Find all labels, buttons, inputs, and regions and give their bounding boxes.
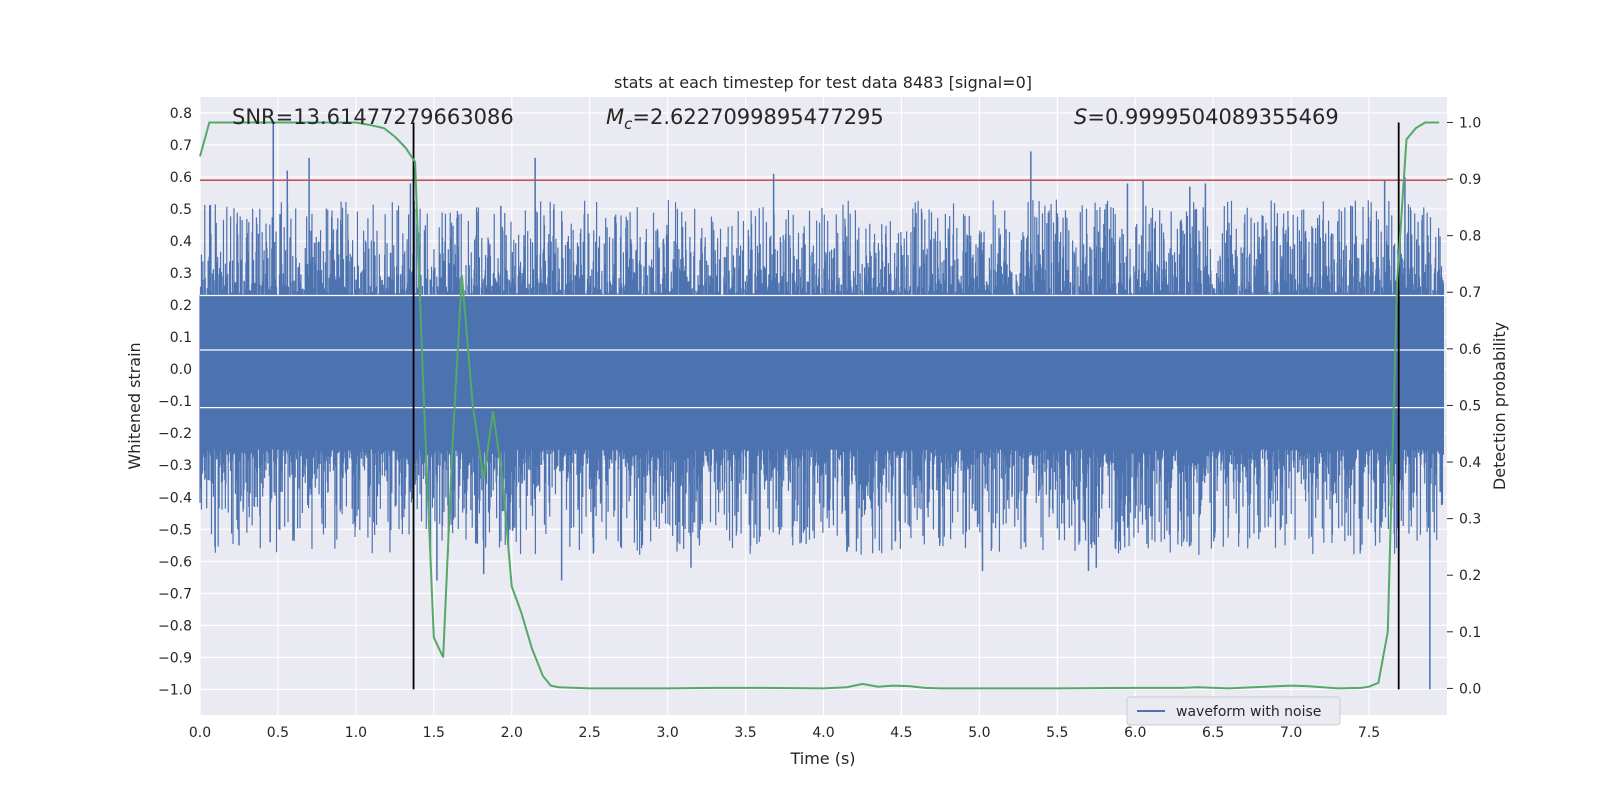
y-tick-label-right: 0.8 — [1459, 229, 1481, 245]
y-tick-label-left: −0.3 — [158, 458, 192, 474]
y-tick-label-left: −0.9 — [158, 650, 192, 666]
y-tick-label-left: −0.4 — [158, 490, 192, 506]
chirp-mass-symbol: M — [606, 105, 624, 129]
y-tick-label-right: 0.1 — [1459, 625, 1481, 641]
y-tick-label-right: 0.7 — [1459, 285, 1481, 301]
x-tick-label: 6.5 — [1202, 725, 1224, 741]
y-tick-label-right: 0.5 — [1459, 398, 1481, 414]
legend: waveform with noise — [1126, 696, 1341, 726]
y-tick-label-right: 0.2 — [1459, 568, 1481, 584]
chirp-mass-annotation: Mc=2.6227099895477295 — [606, 105, 884, 133]
y-tick-label-right: 0.9 — [1459, 172, 1481, 188]
y-tick-label-right: 0.0 — [1459, 681, 1481, 697]
chirp-mass-subscript: c — [624, 115, 633, 133]
y-tick-label-right: 0.4 — [1459, 455, 1481, 471]
x-tick-label: 4.0 — [812, 725, 834, 741]
x-tick-label: 7.5 — [1358, 725, 1380, 741]
x-tick-label: 5.5 — [1046, 725, 1068, 741]
legend-entry: waveform with noise — [1176, 704, 1321, 720]
x-tick-label: 2.0 — [501, 725, 523, 741]
probability-series — [199, 121, 1440, 690]
y-tick-label-left: −0.5 — [158, 522, 192, 538]
chart-title: stats at each timestep for test data 848… — [614, 73, 1032, 92]
x-tick-label: 0.0 — [189, 725, 211, 741]
y-tick-label-left: 0.3 — [170, 266, 192, 282]
y-tick-label-left: 0.1 — [170, 330, 192, 346]
x-tick-label: 3.5 — [734, 725, 756, 741]
vertical-markers — [412, 122, 1400, 690]
x-tick-label: 7.0 — [1280, 725, 1302, 741]
waveform-band — [200, 295, 1417, 450]
y-tick-label-left: 0.7 — [170, 138, 192, 154]
chirp-mass-value: =2.6227099895477295 — [632, 105, 883, 129]
x-tick-label: 0.5 — [267, 725, 289, 741]
y-tick-label-left: 0.5 — [170, 202, 192, 218]
y-tick-label-left: −0.2 — [158, 426, 192, 442]
x-tick-label: 1.0 — [345, 725, 367, 741]
y-tick-label-left: 0.8 — [170, 106, 192, 122]
y-axis-label-left: Whitened strain — [125, 342, 144, 469]
waveform-spikes — [200, 122, 1447, 690]
y-tick-label-right: 0.6 — [1459, 342, 1481, 358]
y-tick-label-left: 0.4 — [170, 234, 192, 250]
y-tick-label-left: −0.7 — [158, 586, 192, 602]
snr-annotation: SNR=13.61477279663086 — [232, 105, 514, 129]
score-value: =0.9999504089355469 — [1087, 105, 1338, 129]
y-tick-label-right: 1.0 — [1459, 115, 1481, 131]
y-tick-label-right: 0.3 — [1459, 512, 1481, 528]
y-axis-label-right: Detection probability — [1490, 322, 1509, 490]
score-symbol: S — [1074, 105, 1087, 129]
x-tick-label: 6.0 — [1124, 725, 1146, 741]
x-tick-label: 1.5 — [423, 725, 445, 741]
axis-ticks: 0.0 0.5 1.0 1.5 2.0 2.5 3.0 3.5 4.0 4.5 5.0 5.5 6.0 6… — [158, 106, 1481, 741]
x-axis-label: Time (s) — [789, 749, 855, 768]
y-tick-label-left: −0.1 — [158, 394, 192, 410]
legend-box — [1126, 696, 1341, 726]
x-tick-label: 2.5 — [579, 725, 601, 741]
y-tick-label-left: 0.6 — [170, 170, 192, 186]
y-tick-label-left: −0.8 — [158, 618, 192, 634]
x-tick-label: 5.0 — [968, 725, 990, 741]
y-tick-label-left: −0.6 — [158, 554, 192, 570]
y-tick-label-left: −1.0 — [158, 682, 192, 698]
y-tick-label-left: 0.2 — [170, 298, 192, 314]
y-tick-label-left: 0.0 — [170, 362, 192, 378]
x-tick-label: 3.0 — [656, 725, 678, 741]
score-annotation: S=0.9999504089355469 — [1074, 105, 1339, 129]
x-tick-label: 4.5 — [890, 725, 912, 741]
